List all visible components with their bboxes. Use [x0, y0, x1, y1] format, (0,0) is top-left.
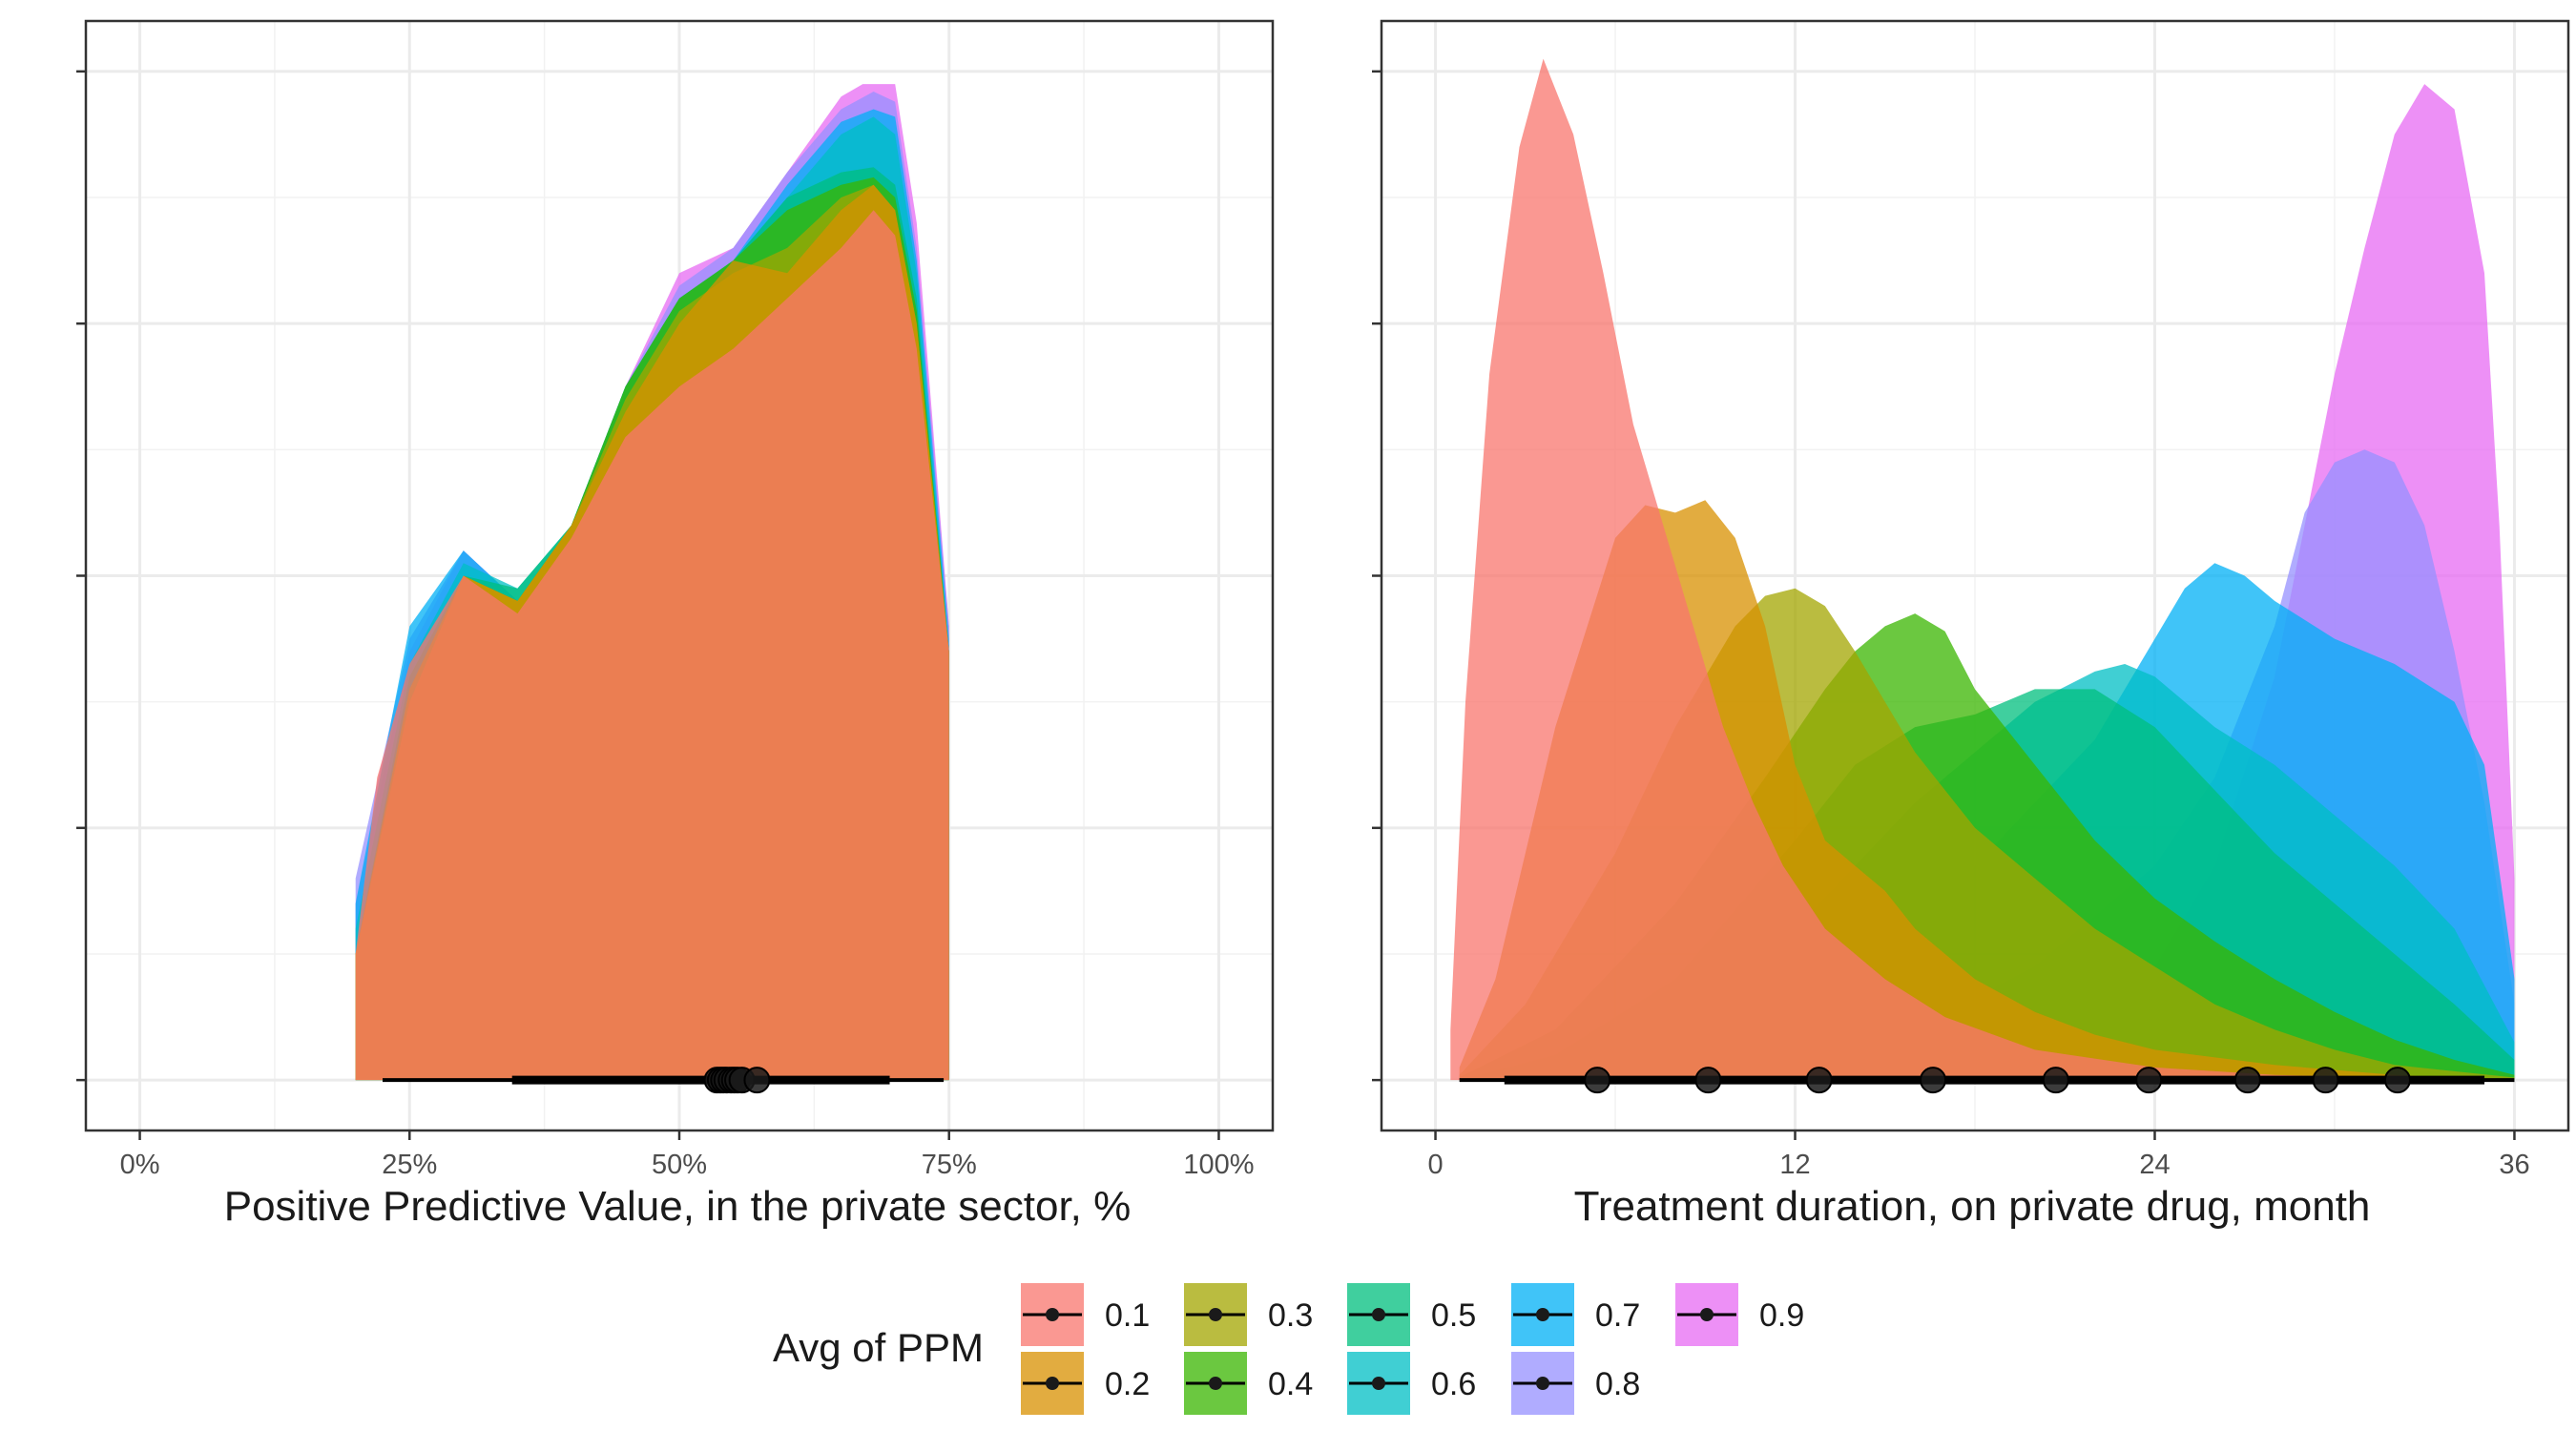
legend-item-0-2: 0.2 — [1021, 1352, 1150, 1415]
density-area-0-1 — [355, 210, 949, 1081]
legend-label: 0.5 — [1431, 1297, 1476, 1334]
legend-item-0-3: 0.3 — [1184, 1283, 1313, 1346]
legend: Avg of PPM 0.1 0.2 0.3 0.4 0.5 0.6 0.7 0.8 0.9 — [773, 1283, 1804, 1415]
median-point-0-9 — [2383, 1067, 2411, 1094]
legend-label: 0.6 — [1431, 1366, 1476, 1402]
x-tick-label: 0 — [1427, 1150, 1443, 1180]
legend-key-point — [1700, 1308, 1714, 1321]
legend-label: 0.4 — [1268, 1366, 1313, 1402]
legend-label: 0.1 — [1105, 1297, 1150, 1334]
legend-title: Avg of PPM — [773, 1325, 984, 1370]
median-point-0-7 — [2233, 1067, 2261, 1094]
median-point-0-5 — [2042, 1067, 2069, 1094]
legend-item-0-1: 0.1 — [1021, 1283, 1150, 1346]
median-point-0-3 — [1805, 1067, 1833, 1094]
legend-item-0-5: 0.5 — [1347, 1283, 1476, 1346]
legend-key-point — [1372, 1377, 1385, 1390]
legend-label: 0.2 — [1105, 1366, 1150, 1402]
treatment-duration-density-panel: 0 12 24 36 — [1372, 19, 2570, 1180]
median-point-0-9 — [743, 1067, 771, 1094]
legend-item-0-9: 0.9 — [1675, 1283, 1804, 1346]
legend-item-0-6: 0.6 — [1347, 1352, 1476, 1415]
legend-key-point — [1372, 1308, 1385, 1321]
legend-label: 0.7 — [1595, 1297, 1640, 1334]
median-point-0-8 — [2312, 1067, 2339, 1094]
median-point-0-6 — [2135, 1067, 2163, 1094]
x-tick-label: 50% — [652, 1150, 707, 1180]
legend-key-point — [1536, 1308, 1549, 1321]
legend-label: 0.8 — [1595, 1366, 1640, 1402]
density-area-0-1 — [1450, 58, 2515, 1081]
legend-key-point — [1046, 1377, 1059, 1390]
legend-item-0-7: 0.7 — [1511, 1283, 1640, 1346]
x-tick-label: 75% — [922, 1150, 977, 1180]
legend-key-point — [1209, 1377, 1222, 1390]
median-point-0-1 — [1584, 1067, 1611, 1094]
ppv-density-panel: 0% 25% 50% 75% 100% — [76, 19, 1275, 1180]
legend-key-point — [1536, 1377, 1549, 1390]
legend-item-0-4: 0.4 — [1184, 1352, 1313, 1415]
x-tick-label: 24 — [2139, 1150, 2170, 1180]
x-tick-label: 100% — [1183, 1150, 1254, 1180]
legend-item-0-8: 0.8 — [1511, 1352, 1640, 1415]
duration-x-axis-title: Treatment duration, on private drug, mon… — [1574, 1183, 2371, 1230]
x-tick-label: 36 — [2499, 1150, 2529, 1180]
legend-label: 0.3 — [1268, 1297, 1313, 1334]
median-point-0-4 — [1920, 1067, 1947, 1094]
legend-label: 0.9 — [1759, 1297, 1804, 1334]
ppv-x-axis-title: Positive Predictive Value, in the privat… — [224, 1183, 1132, 1230]
legend-key-point — [1046, 1308, 1059, 1321]
median-point-0-2 — [1694, 1067, 1722, 1094]
x-tick-label: 25% — [382, 1150, 437, 1180]
x-tick-label: 0% — [120, 1150, 160, 1180]
legend-key-point — [1209, 1308, 1222, 1321]
x-tick-label: 12 — [1779, 1150, 1810, 1180]
